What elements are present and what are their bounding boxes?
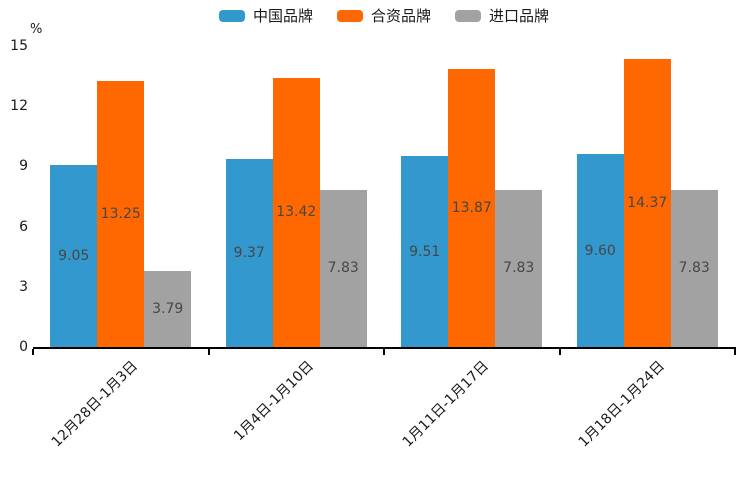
bar-value-label: 13.87 <box>451 199 492 216</box>
y-tick-label: 3 <box>19 278 28 295</box>
bar-value-label: 14.37 <box>627 194 668 211</box>
bar-value-label: 13.42 <box>276 204 317 221</box>
y-tick-label: 15 <box>10 38 28 54</box>
legend-label: 合资品牌 <box>370 7 431 25</box>
bar-series2-group1: 7.83 <box>319 189 367 347</box>
bar-value-label: 9.60 <box>584 242 616 259</box>
chart-legend: 中国品牌 合资品牌 进口品牌 <box>33 7 735 25</box>
x-axis-tick <box>734 349 736 355</box>
bar-value-label: 7.83 <box>503 260 535 277</box>
bar-value-label: 9.37 <box>233 244 265 261</box>
y-tick-label: 9 <box>19 158 28 175</box>
bar-series2-group0: 3.79 <box>144 270 192 347</box>
y-tick-label: 0 <box>19 339 28 355</box>
legend-item-1: 合资品牌 <box>336 7 431 25</box>
legend-item-2: 进口品牌 <box>455 7 549 25</box>
bar-value-label: 13.25 <box>100 206 141 223</box>
legend-label: 中国品牌 <box>252 7 313 25</box>
bar-series0-group1: 9.37 <box>225 158 273 347</box>
x-axis-tick <box>558 349 561 355</box>
x-category-label: 1月4日-1月10日 <box>230 358 317 445</box>
bar-series2-group3: 7.83 <box>670 189 718 347</box>
x-axis-tick <box>383 349 385 355</box>
x-axis-line <box>33 347 736 349</box>
bar-series1-group2: 13.87 <box>448 68 496 347</box>
bar-series0-group0: 9.05 <box>50 165 98 347</box>
y-tick-label: 12 <box>10 98 28 115</box>
bar-series0-group2: 9.51 <box>401 156 449 347</box>
x-axis-tick <box>207 349 210 355</box>
legend-label: 进口品牌 <box>489 7 550 25</box>
y-axis-unit-label: % <box>30 22 43 37</box>
bar-series1-group1: 13.42 <box>272 77 320 347</box>
legend-swatch-icon <box>455 10 481 22</box>
legend-swatch-icon <box>218 10 245 22</box>
legend-swatch-icon <box>336 10 363 22</box>
bar-series2-group2: 7.83 <box>495 189 543 347</box>
legend-item-0: 中国品牌 <box>218 7 313 25</box>
bar-value-label: 9.05 <box>58 248 90 265</box>
bar-series1-group3: 14.37 <box>623 58 671 347</box>
x-category-label: 1月11日-1月17日 <box>399 358 493 451</box>
bar-value-label: 9.51 <box>409 243 441 260</box>
bar-value-label: 7.83 <box>678 260 710 277</box>
bar-value-label: 7.83 <box>327 260 359 277</box>
x-category-label: 12月28日-1月3日 <box>48 358 142 451</box>
bar-series1-group0: 13.25 <box>97 81 145 347</box>
y-tick-label: 6 <box>19 218 28 235</box>
x-category-label: 1月18日-1月24日 <box>575 358 668 451</box>
bar-series0-group3: 9.60 <box>576 154 624 347</box>
bar-value-label: 3.79 <box>152 300 184 317</box>
x-axis-tick <box>32 349 34 355</box>
